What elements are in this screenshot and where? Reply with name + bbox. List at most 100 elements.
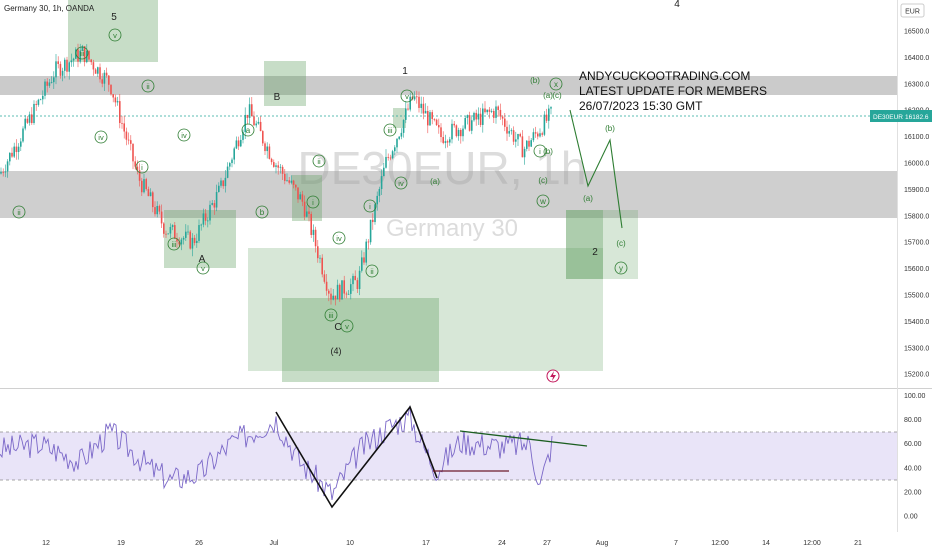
candle-body [213, 203, 216, 208]
candle-body [207, 220, 209, 222]
candle-body [396, 138, 398, 148]
candle-body [413, 96, 416, 100]
candle-body [477, 113, 480, 120]
price-badge: DE30EUR 16182.6 [870, 110, 932, 122]
svg-text:a: a [246, 126, 251, 135]
candle-body [229, 163, 231, 167]
time-tick-label: 24 [498, 540, 506, 547]
candle-body [495, 106, 497, 118]
candle-body [6, 161, 9, 172]
candle-body [295, 184, 297, 188]
candle-body [292, 180, 295, 185]
symbol-header[interactable]: Germany 30, 1h, OANDA [4, 4, 95, 13]
candle-body [253, 116, 255, 126]
candle-body [462, 128, 464, 137]
candle-body [380, 176, 383, 190]
circled-wave-label: v [108, 28, 122, 42]
svg-text:16182.6: 16182.6 [905, 114, 929, 121]
candle-body [11, 152, 13, 157]
candle-body [358, 270, 361, 289]
time-tick-label: 12 [42, 540, 50, 547]
candle-body [242, 132, 244, 140]
time-tick-label: 7 [674, 540, 678, 547]
candle-body [235, 140, 238, 149]
candle-body [233, 148, 235, 160]
candle-body [321, 257, 323, 275]
candle-body [83, 46, 86, 63]
circled-letter-label: x [549, 77, 563, 91]
candle-body [191, 237, 194, 249]
svg-text:v: v [345, 322, 349, 331]
candle-body [365, 241, 367, 263]
price-tick-label: 15500.0 [904, 293, 929, 300]
candle-body [237, 140, 240, 147]
candle-body [163, 223, 165, 234]
candle-body [545, 114, 548, 121]
candle-body [224, 177, 227, 187]
candle-body [400, 132, 403, 137]
candle-body [108, 75, 110, 85]
time-tick-label: 10 [346, 540, 354, 547]
candle-body [13, 146, 15, 157]
price-tick-label: 15800.0 [904, 213, 929, 220]
rsi-axis: 0.00 20.00 40.00 60.00 80.00 100.00 [904, 393, 926, 521]
candle-body [94, 69, 97, 74]
circled-wave-label: iv [394, 176, 408, 190]
candle-body [374, 204, 376, 223]
candle-body [323, 274, 326, 282]
candle-body [308, 211, 310, 214]
rsi-tick-label: 80.00 [904, 417, 922, 424]
rsi-line [0, 405, 553, 500]
price-axis[interactable]: 15200.0 15300.0 15400.0 15500.0 15600.0 15700… [904, 29, 929, 379]
circled-wave-label: v [340, 319, 354, 333]
candle-body [189, 231, 191, 249]
candle-body [367, 241, 370, 243]
candle-body [534, 132, 537, 134]
parenthetic-label: (c) [552, 91, 562, 100]
candle-body [44, 81, 46, 96]
candle-body [475, 112, 477, 120]
candle-body [215, 191, 218, 208]
candle-body [455, 125, 458, 137]
candle-body [363, 257, 365, 263]
candle-body [130, 140, 132, 144]
lightning-icon[interactable] [546, 369, 560, 383]
circled-letter-label: y [614, 261, 628, 275]
candle-body [42, 95, 44, 100]
candle-body [28, 114, 31, 123]
candle-body [449, 139, 451, 143]
circled-wave-label: ii [12, 205, 26, 219]
candle-body [79, 50, 81, 62]
candle-body [405, 108, 407, 120]
candle-body [176, 238, 178, 242]
svg-text:v: v [201, 264, 205, 273]
candle-body [220, 180, 222, 186]
candle-body [301, 194, 304, 202]
candle-body [286, 180, 288, 182]
svg-text:i: i [141, 163, 143, 172]
circled-wave-label: iii [324, 308, 338, 322]
candle-body [488, 109, 491, 112]
circled-wave-label: iii [75, 46, 89, 60]
resistance-band [0, 76, 897, 95]
time-axis[interactable]: 12 19 26 Jul 10 17 24 27 Aug 7 12:00 14 12:00 21 [42, 540, 862, 547]
candle-body [9, 152, 11, 162]
candle-body [264, 143, 266, 152]
svg-text:ii: ii [146, 82, 150, 91]
parenthetic-label: (b) [530, 76, 540, 85]
circled-wave-label: i [135, 160, 149, 174]
candle-body [99, 67, 101, 80]
candle-body [473, 112, 475, 121]
candle-body [134, 161, 136, 167]
candle-body [180, 239, 183, 245]
circled-wave-label: ii [141, 79, 155, 93]
svg-text:y: y [619, 264, 623, 273]
candle-body [72, 58, 75, 61]
candle-body [275, 165, 277, 167]
candle-body [48, 82, 51, 86]
candle-body [378, 189, 381, 196]
candle-body [169, 226, 172, 234]
candle-body [343, 280, 345, 294]
candle-body [299, 194, 301, 200]
wave-label-main: (4) [331, 346, 342, 356]
